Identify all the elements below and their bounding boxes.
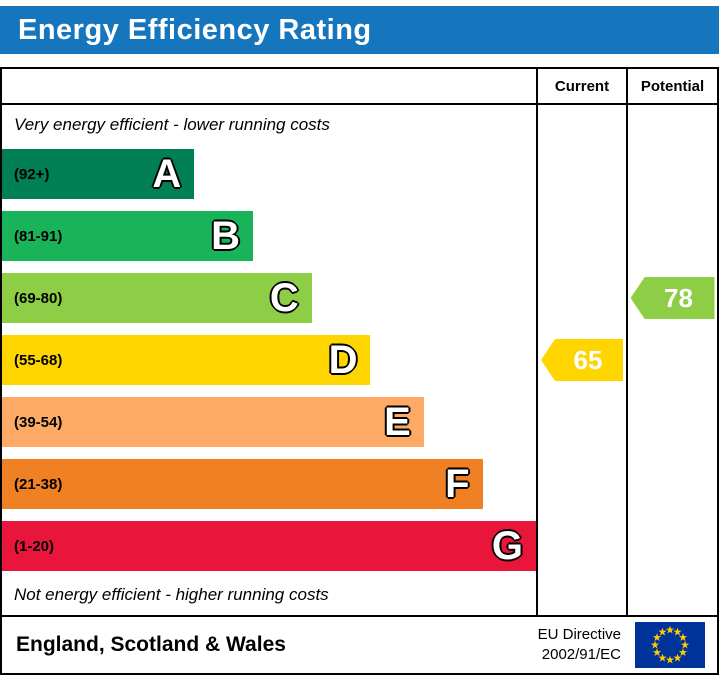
current-rating-arrow: 65 [541,339,623,381]
chart-body: Very energy efficient - lower running co… [2,105,717,615]
band-letter: G [491,524,523,568]
rating-chart: Current Potential Very energy efficient … [0,67,719,617]
band-range: (92+) [14,165,50,183]
band-letter: C [269,276,299,320]
band-range: (81-91) [14,227,63,245]
band-bar-b: (81-91) B [2,211,253,261]
top-note: Very energy efficient - lower running co… [14,115,330,134]
band-row-f: (21-38) F [2,453,717,515]
band-row-e: (39-54) E [2,391,717,453]
band-range: (21-38) [14,475,63,493]
footer: England, Scotland & Wales EU Directive 2… [0,617,719,675]
band-range: (39-54) [14,413,63,431]
band-row-g: (1-20) G [2,515,717,577]
band-bar-d: (55-68) D [2,335,371,385]
title-bar: Energy Efficiency Rating [0,6,719,54]
band-range: (69-80) [14,289,63,307]
potential-rating-arrow: 78 [630,277,715,319]
potential-column-divider [626,69,628,615]
band-row-a: (92+) A [2,143,717,205]
potential-rating-value: 78 [664,282,693,313]
page-title: Energy Efficiency Rating [18,13,372,46]
bottom-note-row: Not energy efficient - higher running co… [2,577,717,613]
band-range: (1-20) [14,537,55,555]
band-bar-e: (39-54) E [2,397,424,447]
region-label: England, Scotland & Wales [16,633,286,656]
potential-column-header: Potential [640,77,705,95]
chart-header-row: Current Potential [2,69,717,105]
band-letter: E [384,400,411,444]
bottom-note: Not energy efficient - higher running co… [14,585,329,604]
band-range: (55-68) [14,351,63,369]
band-row-d: (55-68) D 65 [2,329,717,391]
band-letter: D [328,338,358,382]
band-row-c: (69-80) C 78 [2,267,717,329]
top-note-row: Very energy efficient - lower running co… [2,107,717,143]
band-bar-f: (21-38) F [2,459,483,509]
current-column-header: Current [554,77,610,95]
band-letter: B [211,214,240,258]
current-rating-value: 65 [573,344,603,375]
eu-directive-line2: 2002/91/EC [541,646,621,663]
current-column-divider [536,69,538,615]
band-row-b: (81-91) B [2,205,717,267]
eu-directive-label: EU Directive 2002/91/EC [538,625,621,666]
band-bar-c: (69-80) C [2,273,312,323]
eu-directive-line1: EU Directive [537,625,621,643]
band-letter: A [152,152,182,196]
band-bar-a: (92+) A [2,149,195,199]
eu-flag-icon [635,622,705,668]
band-letter: F [445,462,470,506]
band-bar-g: (1-20) G [2,521,536,571]
